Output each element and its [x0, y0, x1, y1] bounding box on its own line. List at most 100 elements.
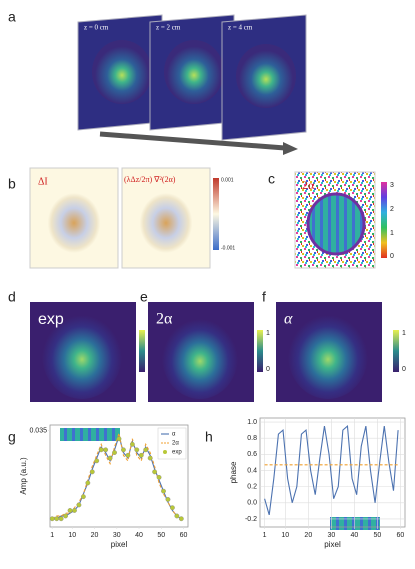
colorbar-tick: 2: [390, 206, 394, 213]
colorbar-tick: 0: [402, 366, 406, 373]
colorbar: [393, 330, 399, 372]
data-point: [178, 516, 184, 522]
colorbar-tick: 1: [390, 230, 394, 237]
x-tick-label: 20: [91, 532, 99, 539]
series-line: [264, 424, 399, 516]
colorbar-tick: 1: [402, 330, 406, 337]
panel-label: f: [262, 289, 266, 305]
colorbar-tick: 0: [390, 253, 394, 260]
y-tick-label: 0.8: [247, 435, 257, 442]
data-point: [49, 516, 55, 522]
image-title: (λΔz/2π) ∇²(2α): [124, 175, 176, 184]
data-point: [112, 450, 117, 455]
x-tick-label: 50: [157, 532, 165, 539]
data-point: [143, 447, 149, 453]
data-point: [116, 436, 122, 442]
y-tick-label: 0.2: [247, 483, 257, 490]
colorbar-tick: 0: [266, 366, 270, 373]
plot-frame: [49, 424, 189, 528]
data-point: [170, 505, 175, 511]
beam: [164, 40, 224, 104]
image-laplacian: [121, 167, 211, 269]
data-point: [156, 474, 162, 480]
y-tick-label: 0.035: [29, 427, 47, 434]
beam: [288, 311, 368, 399]
data-point: [54, 516, 60, 522]
slice-label: z = 2 cm: [156, 24, 181, 32]
x-tick-label: 10: [68, 532, 76, 539]
y-axis-label: Amp (a.u.): [19, 457, 28, 495]
panel-label: d: [8, 289, 16, 305]
colorbar: [257, 330, 263, 372]
y-tick-label: 0.0: [247, 500, 257, 507]
x-tick-label: 60: [180, 532, 188, 539]
data-point: [72, 508, 77, 513]
beam: [42, 311, 122, 399]
colorbar: [213, 178, 219, 250]
arrow-head: [283, 142, 298, 155]
y-tick-label: 1.0: [247, 419, 257, 426]
data-point: [147, 455, 153, 461]
data-point: [165, 497, 171, 502]
image-title: ΔI: [38, 176, 48, 187]
image-delta-i: [29, 167, 119, 269]
x-tick-label: 10: [281, 532, 289, 539]
x-tick-label: 1: [263, 532, 267, 539]
panel-label: b: [8, 176, 16, 192]
slice-label: z = 4 cm: [228, 24, 253, 32]
z-axis-arrow: [99, 131, 286, 151]
image-title: α: [284, 311, 293, 328]
data-point: [134, 447, 140, 453]
y-tick-label: 0.6: [247, 451, 257, 458]
data-point: [89, 469, 95, 475]
phase-object: [306, 192, 366, 256]
legend-label: 2α: [172, 441, 179, 447]
x-tick-label: 20: [304, 532, 312, 539]
colorbar-tick: -0.001: [221, 245, 235, 251]
data-point: [152, 469, 158, 475]
slice-label: z = 0 cm: [84, 24, 109, 32]
panel-label: a: [8, 9, 16, 25]
beam: [92, 40, 152, 104]
data-point: [98, 447, 104, 453]
y-tick-label: -0.2: [245, 516, 257, 523]
data-point: [80, 494, 86, 500]
image-title: 2α: [156, 311, 173, 328]
x-tick-label: 40: [135, 532, 143, 539]
y-tick-label: 0.4: [247, 467, 257, 474]
panel-label: g: [8, 429, 16, 445]
colorbar-tick: 1: [266, 330, 270, 337]
data-point: [103, 447, 109, 453]
x-tick-label: 1: [50, 532, 54, 539]
data-point: [76, 502, 82, 508]
legend-label: exp: [172, 450, 182, 456]
data-point: [121, 447, 126, 453]
inset-strip: [60, 428, 120, 441]
beam: [236, 44, 296, 108]
colorbar: [139, 330, 145, 372]
data-point: [85, 480, 91, 486]
data-point: [94, 458, 100, 464]
panel-label: e: [140, 289, 148, 305]
x-tick-label: 50: [373, 532, 381, 539]
colorbar: [381, 182, 387, 258]
x-axis-label: pixel: [324, 540, 341, 549]
legend-marker: [163, 450, 167, 454]
x-tick-label: 30: [113, 532, 121, 539]
data-point: [161, 488, 166, 494]
x-tick-label: 30: [327, 532, 335, 539]
data-point: [174, 513, 180, 519]
x-tick-label: 40: [350, 532, 358, 539]
panel-label: h: [205, 429, 213, 445]
data-point: [58, 516, 64, 522]
colorbar-tick: 0.001: [221, 177, 234, 183]
data-point: [107, 455, 113, 461]
legend-label: α: [172, 432, 176, 438]
data-point: [125, 452, 131, 458]
beam: [162, 315, 238, 399]
y-axis-label: phase: [229, 461, 238, 483]
x-tick-label: 60: [396, 532, 404, 539]
colorbar-tick: 3: [390, 182, 394, 189]
